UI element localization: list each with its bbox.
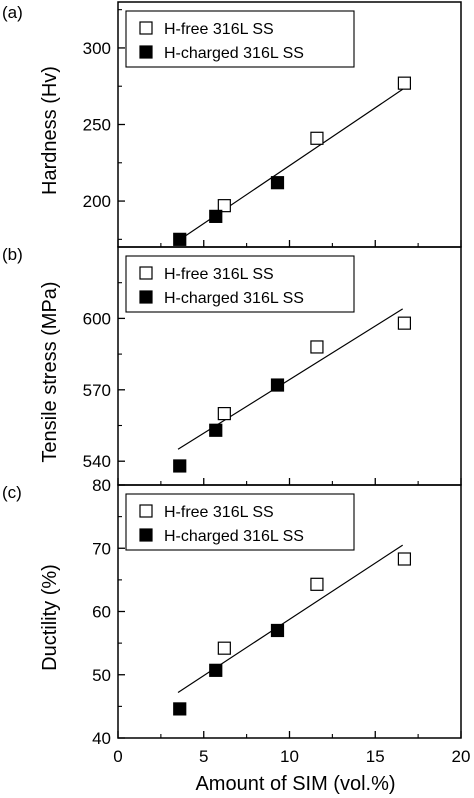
marker-h-free — [217, 199, 231, 213]
marker-h-charged — [270, 623, 285, 638]
legend-label: H-charged 316L SS — [164, 290, 304, 307]
y-axis-label: Ductility (%) — [39, 564, 61, 671]
marker-h-charged — [209, 663, 223, 677]
legend-marker-h-charged — [139, 528, 153, 542]
marker-h-free — [397, 552, 412, 566]
panel-3: (c) 40 50 60 70 80 0 5 10 15 20 Ductility (%) Amount… — [2, 476, 470, 795]
y-axis-label: Hardness (Hv) — [39, 66, 61, 195]
marker-h-free — [310, 340, 324, 354]
legend-box — [125, 255, 355, 313]
panel-1: (a) 200 250 300 Hardness (Hv) H-free 316L SS H… — [2, 1, 462, 248]
y-tick-label: 540 — [83, 452, 111, 471]
panel-2: (b) 540 570 600 Tensile stress (MPa) H-free 3… — [2, 245, 462, 486]
legend-label: H-free 316L SS — [164, 504, 274, 521]
y-tick-label: 200 — [83, 192, 111, 211]
legend-label: H-free 316L SS — [164, 21, 274, 38]
marker-h-charged — [209, 209, 223, 223]
legend-label: H-charged 316L SS — [164, 45, 304, 62]
legend-marker-h-charged — [139, 45, 153, 59]
y-tick-label: 300 — [83, 39, 111, 58]
marker-h-free — [310, 131, 324, 145]
y-tick-label: 80 — [92, 476, 111, 495]
marker-h-charged — [173, 702, 187, 716]
marker-h-charged — [173, 459, 187, 473]
marker-h-free — [310, 577, 324, 591]
y-tick-label: 40 — [92, 729, 111, 748]
y-tick-label: 570 — [83, 381, 111, 400]
x-tick-label: 0 — [113, 747, 122, 766]
legend-box — [125, 10, 355, 68]
marker-h-charged — [270, 378, 285, 392]
marker-h-free — [217, 641, 231, 655]
x-axis-label: Amount of SIM (vol.%) — [195, 773, 395, 795]
y-tick-label: 250 — [83, 116, 111, 135]
y-tick-label: 600 — [83, 309, 111, 328]
marker-h-free — [397, 316, 412, 330]
legend-marker-h-free — [139, 21, 153, 35]
marker-h-free — [397, 76, 412, 90]
panel-label: (a) — [2, 3, 23, 22]
panel-label: (b) — [2, 245, 23, 264]
y-tick-label: 70 — [92, 539, 111, 558]
y-tick-label: 60 — [92, 603, 111, 622]
panel-label: (c) — [2, 483, 22, 502]
legend-marker-h-free — [139, 266, 153, 280]
marker-h-charged — [173, 232, 187, 246]
legend-label: H-charged 316L SS — [164, 528, 304, 545]
y-axis-label: Tensile stress (MPa) — [39, 281, 61, 462]
x-tick-label: 15 — [366, 747, 385, 766]
marker-h-free — [217, 407, 231, 421]
legend-marker-h-free — [139, 504, 153, 518]
x-tick-label: 5 — [199, 747, 208, 766]
legend-marker-h-charged — [139, 290, 153, 304]
x-tick-label: 10 — [280, 747, 299, 766]
marker-h-charged — [209, 423, 223, 437]
marker-h-charged — [270, 176, 285, 190]
y-tick-label: 50 — [92, 666, 111, 685]
legend-label: H-free 316L SS — [164, 266, 274, 283]
x-tick-label: 20 — [452, 747, 471, 766]
legend-box — [125, 493, 355, 551]
